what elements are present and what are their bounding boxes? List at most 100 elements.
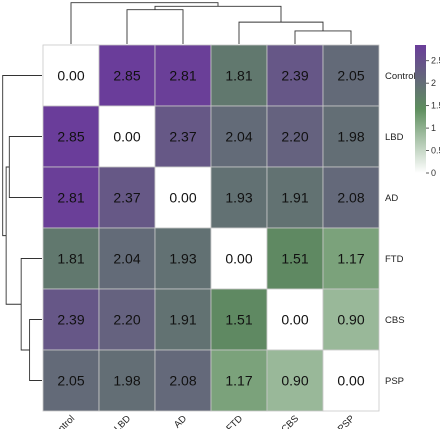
colorbar-tick-label: 1 [431,123,436,133]
cell-value-label: 1.98 [113,373,140,389]
column-label: AD [172,413,189,429]
column-label: LBD [112,413,133,429]
column-label: FTD [224,413,245,429]
cell-value-label: 2.08 [169,373,196,389]
colorbar-gradient [415,45,426,173]
column-dendrogram-branch [238,21,324,44]
cell-value-label: 2.81 [57,190,84,206]
cell-value-label: 1.91 [281,190,308,206]
column-dendrogram-branch [70,2,219,44]
heatmap-cell [42,288,100,351]
column-dendrogram [70,2,352,44]
heatmap-cell [266,44,324,107]
heatmap-cell [266,166,324,229]
heatmap-cell [322,44,380,107]
cell-value-label: 2.04 [113,251,140,267]
row-dendrogram [2,75,42,381]
heatmap-cell [322,166,380,229]
cell-value-label: 0.00 [113,129,140,145]
heatmap-cell [322,227,380,290]
cell-value-label: 1.93 [225,190,252,206]
colorbar-tick-label: 2.5 [431,56,440,66]
cell-value-label: 1.93 [169,251,196,267]
heatmap-cell [98,227,156,290]
cell-value-label: 2.39 [57,312,84,328]
cell-value-label: 2.20 [113,312,140,328]
cell-value-label: 1.51 [281,251,308,267]
cell-value-label: 1.81 [225,68,252,84]
cell-value-label: 0.00 [337,373,364,389]
heatmap-cell [98,105,156,168]
row-dendrogram-branch [8,136,42,198]
row-label: Control [385,71,416,82]
cell-value-label: 2.37 [169,129,196,145]
colorbar-tick-label: 1.5 [431,101,440,111]
color-legend: 0 0.5 1 1.5 2 2.5 [415,45,440,178]
cell-value-label: 1.17 [225,373,252,389]
colorbar-tick-label: 0 [431,168,436,178]
heatmap-cell [266,349,324,412]
row-dendrogram-branch [20,258,42,351]
heatmap-cell [42,227,100,290]
heatmap-cell [266,227,324,290]
cell-value-label: 1.51 [225,312,252,328]
heatmap-cell [98,166,156,229]
row-labels: Control LBD AD FTD CBS PSP [385,71,416,387]
column-label: CBS [280,413,302,429]
column-dendrogram-branch [154,5,282,23]
column-label: PSP [336,413,357,429]
cell-value-label: 0.00 [225,251,252,267]
colorbar-tick-label: 0.5 [431,146,440,156]
heatmap-cell [42,44,100,107]
cell-value-label: 2.05 [57,373,84,389]
cell-value-label: 2.85 [57,129,84,145]
column-dendrogram-branch [126,9,184,44]
cell-value-label: 0.00 [169,190,196,206]
cell-value-label: 1.81 [57,251,84,267]
heatmap-cell [42,349,100,412]
heatmap-cell [42,166,100,229]
cell-value-label: 1.98 [337,129,364,145]
cell-value-label: 2.20 [281,129,308,145]
heatmap-cells: 0.00 2.85 2.81 1.81 2.39 2.05 2.85 0.00 2.37 2.04… [42,44,380,412]
heatmap-cell [266,288,324,351]
cell-value-label: 0.00 [281,312,308,328]
colorbar-tick-label: 2 [431,78,436,88]
row-label: PSP [385,376,404,387]
column-dendrogram-branch [294,30,352,44]
cell-value-label: 2.81 [169,68,196,84]
column-label: Control [48,413,77,429]
heatmap-cell [322,105,380,168]
row-label: FTD [385,254,404,265]
heatmap-cell [210,44,268,107]
cell-value-label: 0.90 [337,312,364,328]
cell-value-label: 2.37 [113,190,140,206]
column-labels: Control LBD AD FTD CBS PSP [48,413,357,429]
row-label: LBD [385,132,404,143]
heatmap-cell [154,288,212,351]
row-dendrogram-branch [5,166,22,305]
cell-value-label: 1.91 [169,312,196,328]
cell-value-label: 2.04 [225,129,252,145]
heatmap-cell [210,227,268,290]
heatmap-cell [154,227,212,290]
heatmap-cell [210,288,268,351]
cell-value-label: 0.00 [57,68,84,84]
cell-value-label: 2.05 [337,68,364,84]
row-dendrogram-branch [29,319,42,381]
row-dendrogram-branch [2,75,42,237]
cell-value-label: 1.17 [337,251,364,267]
cell-value-label: 2.08 [337,190,364,206]
heatmap-cell [98,44,156,107]
heatmap-cell [322,288,380,351]
row-label: AD [385,193,398,204]
cell-value-label: 0.90 [281,373,308,389]
heatmap-cell [210,349,268,412]
row-label: CBS [385,315,405,326]
cell-value-label: 2.39 [281,68,308,84]
heatmap-cell [322,349,380,412]
heatmap-cell [210,166,268,229]
cell-value-label: 2.85 [113,68,140,84]
heatmap-cell [154,44,212,107]
